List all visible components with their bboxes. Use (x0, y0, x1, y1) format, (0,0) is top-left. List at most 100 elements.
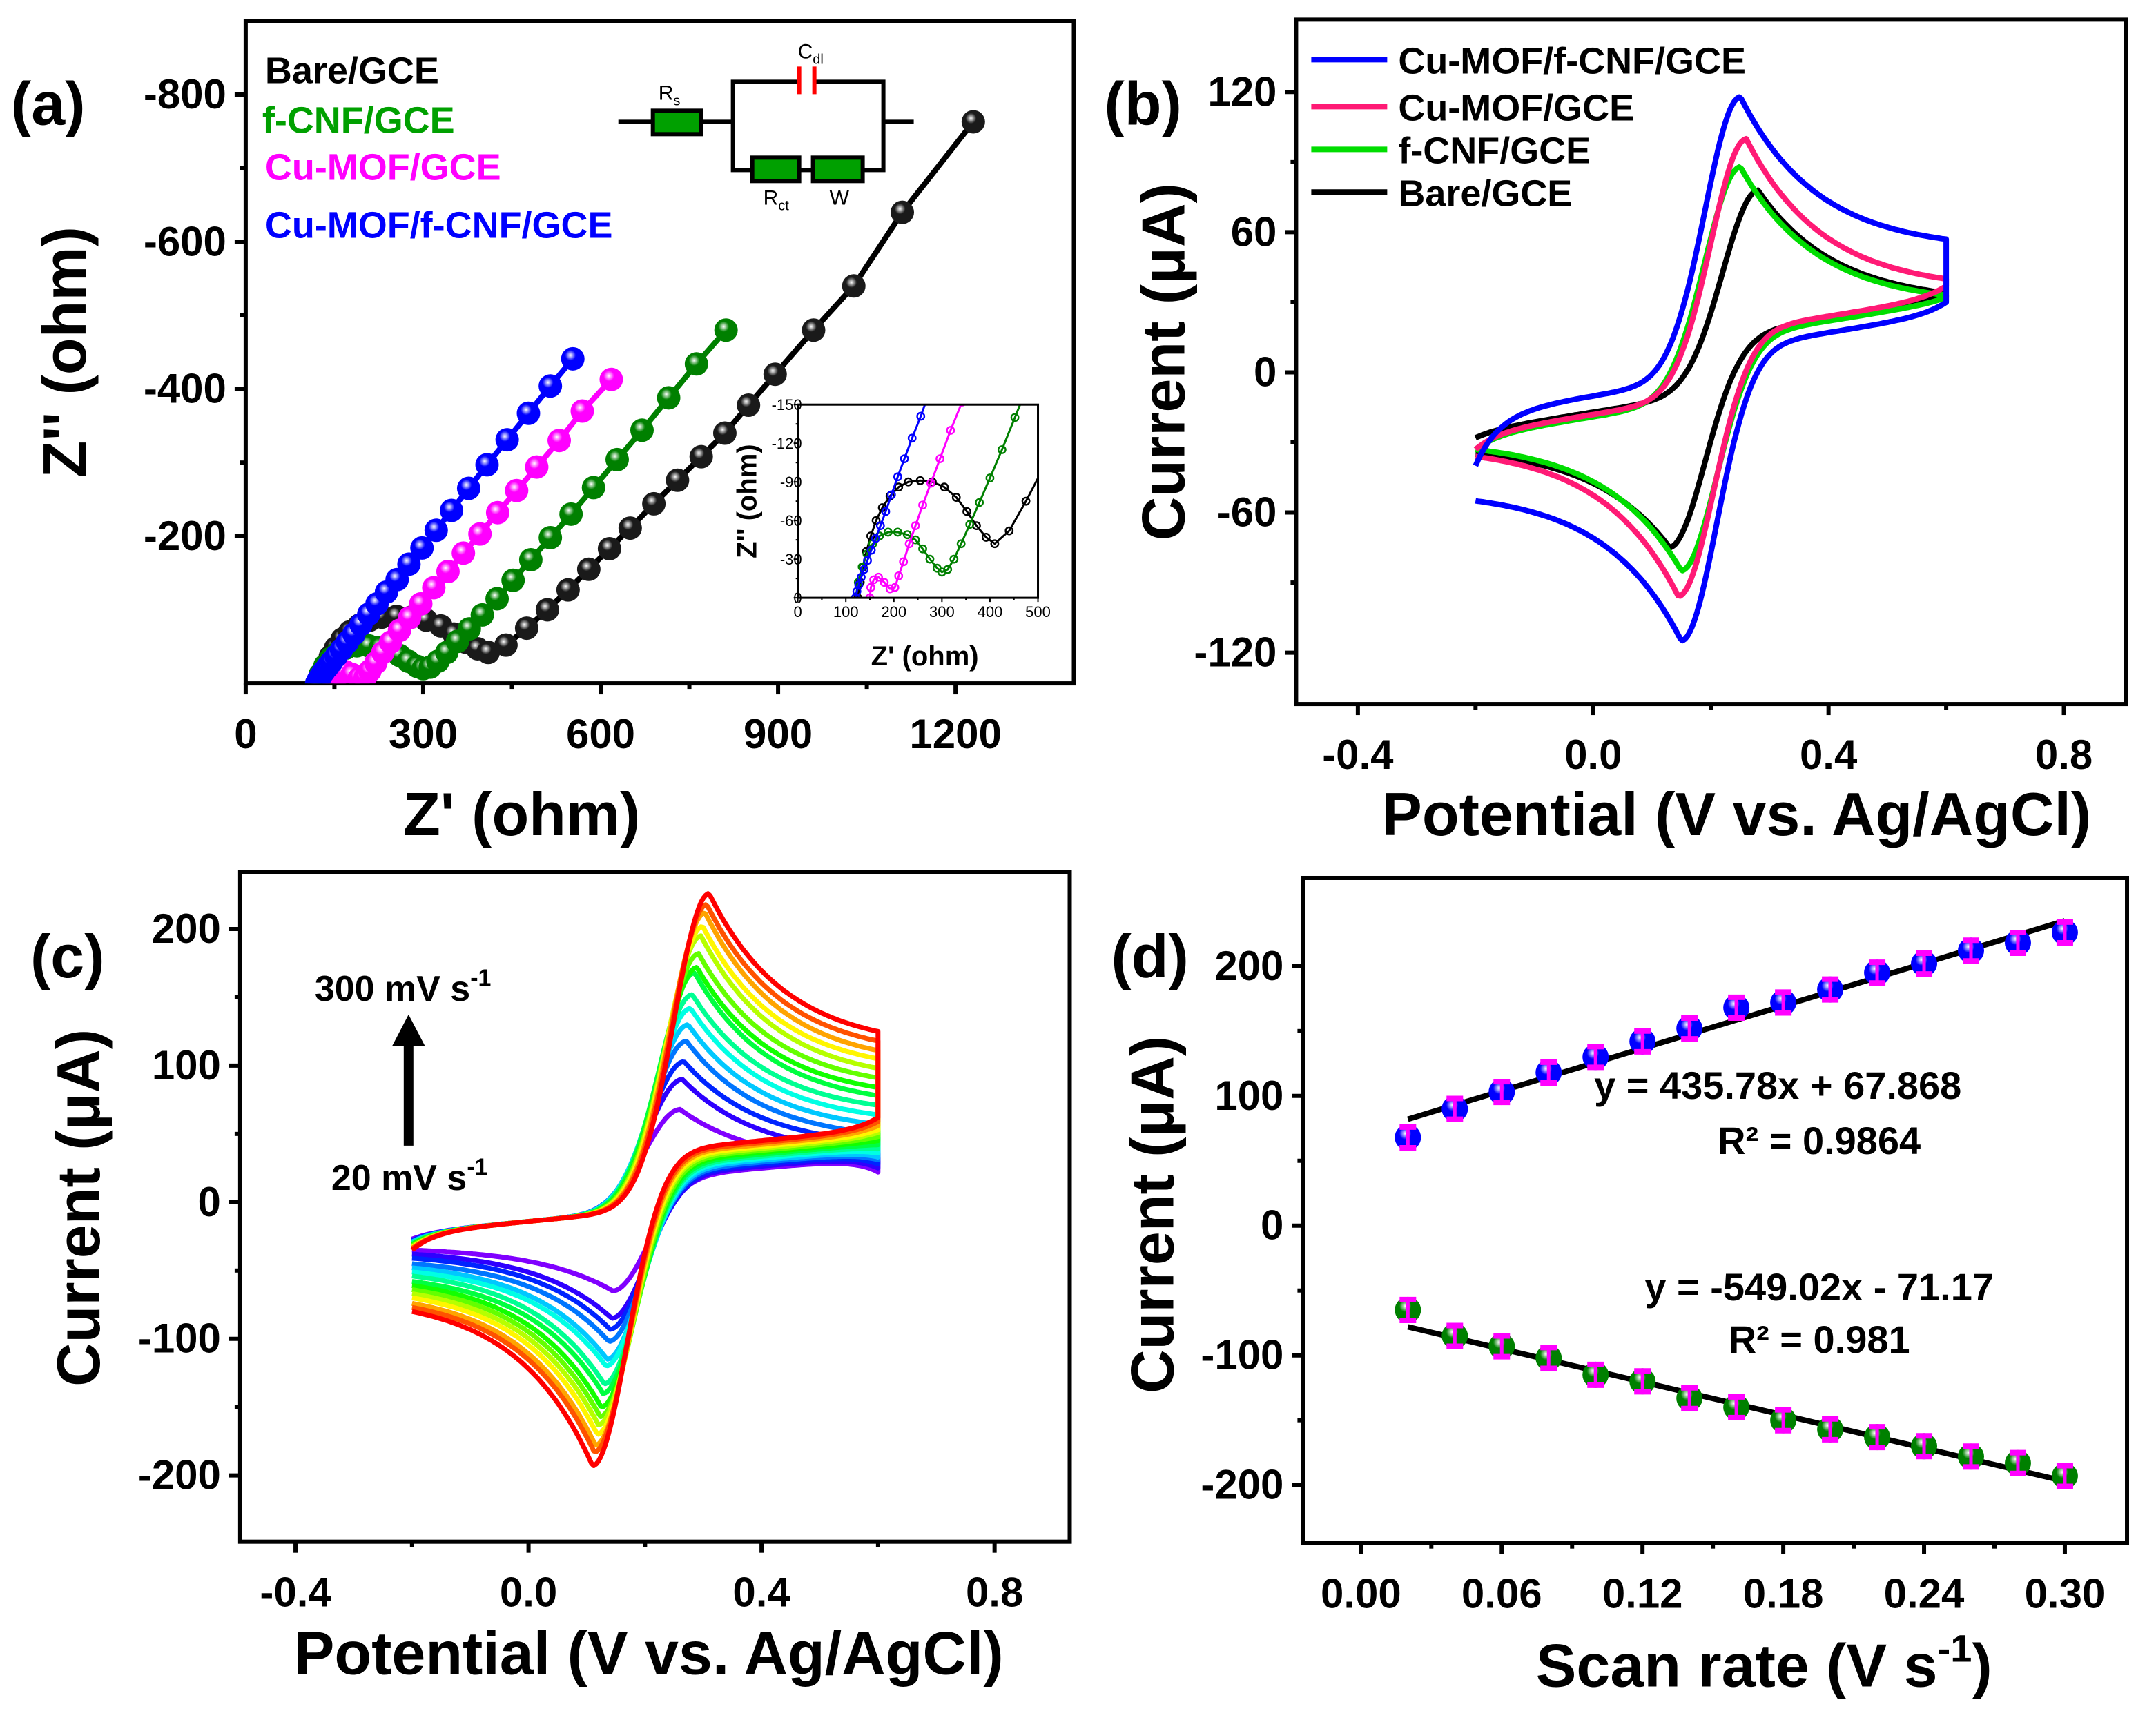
y-tick-label: 120 (1207, 68, 1276, 115)
annotation-sup: -1 (470, 965, 491, 991)
plot-frame (1301, 875, 2130, 1545)
cdl-sub: dl (813, 52, 824, 67)
data-point (866, 545, 876, 555)
data-point (871, 516, 881, 525)
data-point (935, 454, 944, 463)
data-point (525, 455, 549, 479)
x-axis-title: Z' (ohm) (403, 780, 640, 848)
panel-label-c: (c) (30, 922, 105, 990)
y-axis-title: Current (μA) (1129, 183, 1197, 540)
data-point (516, 401, 541, 425)
data-point (642, 491, 666, 516)
cv-curve-0 (1473, 94, 1950, 644)
inset-x-axis-title: Z' (ohm) (871, 641, 979, 672)
cathodic-series (1395, 1296, 2078, 1489)
legend-item-fcnf: f-CNF/GCE (262, 99, 455, 141)
cv-curve-300mv (410, 891, 881, 1469)
y-axis-title: Current (μA) (1118, 1036, 1186, 1394)
y-tick-label: -60 (780, 512, 802, 529)
series-line (857, 476, 1038, 598)
x-tick-label: 0 (234, 711, 257, 757)
data-point (561, 346, 585, 371)
arrow-up-icon (391, 1014, 425, 1046)
y-axis-title: Z'' (ohm) (30, 226, 99, 478)
data-point (666, 468, 690, 492)
data-point (842, 274, 866, 298)
data-point (468, 522, 492, 546)
y-tick-label: -200 (1201, 1462, 1283, 1508)
cdl-label: Cdl (798, 40, 824, 67)
data-point (874, 572, 883, 582)
data-point (925, 554, 935, 564)
data-point (863, 556, 872, 565)
data-point (470, 603, 494, 627)
annotation-text: 300 mV s (315, 969, 470, 1009)
data-point (866, 583, 875, 592)
x-axis-title: Potential (V vs. Ag/AgCl) (1381, 780, 2091, 848)
y-tick-label: -60 (1217, 489, 1277, 536)
y-axis-title: Current (μA) (44, 1029, 113, 1387)
y-tick-label: -100 (138, 1316, 221, 1362)
data-point (893, 472, 902, 482)
data-point (485, 587, 509, 611)
x-tick-label: 300 (929, 603, 955, 620)
series-line (868, 404, 962, 598)
cathodic-fit-r2: R² = 0.981 (1729, 1318, 1910, 1361)
data-point (965, 520, 975, 529)
warburg-element-icon (810, 155, 865, 184)
rct-sub: ct (778, 198, 789, 213)
circuit-wire (730, 79, 798, 173)
data-point (951, 493, 961, 502)
y-tick-label: 100 (152, 1042, 221, 1088)
y-tick-label: 0 (1254, 349, 1276, 395)
y-tick-label: 60 (1231, 208, 1277, 255)
x-tick-label: 0.0 (500, 1570, 557, 1616)
data-point (424, 518, 448, 543)
anodic-fit-r2: R² = 0.9864 (1718, 1119, 1921, 1162)
x-axis-title: Potential (V vs. Ag/AgCl) (294, 1619, 1004, 1688)
data-point (684, 352, 708, 376)
data-point (899, 557, 909, 567)
x-title-close: ) (1972, 1632, 1992, 1700)
rs-main: R (659, 81, 674, 104)
equivalent-circuit: Rs Cdl Rct W (618, 40, 914, 213)
data-point (436, 560, 460, 583)
data-point (854, 580, 864, 589)
inset-background (797, 404, 1038, 598)
data-point (885, 584, 895, 594)
legend-item-cumof-fcnf: Cu-MOF/f-CNF/GCE (265, 204, 613, 246)
data-point (501, 568, 525, 592)
data-point (657, 386, 681, 410)
data-point (890, 583, 900, 592)
y-tick-label: -30 (780, 551, 802, 568)
data-point (576, 557, 601, 581)
data-point (961, 110, 985, 134)
y-tick-label: 100 (1214, 1073, 1283, 1119)
data-point (981, 533, 991, 542)
annotation-sup: -1 (467, 1154, 487, 1180)
data-point (871, 534, 880, 543)
x-tick-label: 0.06 (1461, 1571, 1542, 1617)
x-axis-title: Scan rate (V s-1) (1536, 1627, 1992, 1700)
data-point (409, 592, 433, 616)
data-point (915, 476, 925, 485)
series-3 (304, 346, 585, 684)
data-point (918, 544, 927, 554)
data-point (857, 572, 866, 582)
circuit-wire (815, 79, 886, 173)
legend-item-cumof: Cu-MOF/GCE (265, 146, 501, 188)
y-tick-label: -200 (138, 1452, 221, 1498)
data-point (485, 500, 509, 525)
x-tick-label: 1200 (909, 711, 1001, 757)
inset-series-2 (865, 404, 966, 598)
y-tick-label: 200 (152, 906, 221, 952)
data-point (618, 516, 642, 540)
data-point (904, 477, 913, 487)
x-tick-label: 0.0 (1564, 732, 1622, 778)
panel-b-cv-electrodes: -0.4 0.0 0.4 0.8 -120 -60 0 60 120 Potential (V … (1129, 17, 2128, 848)
plot-area: -0.4 0.0 0.4 0.8 -200 -100 0 100 200 (138, 870, 1072, 1616)
data-point (535, 598, 559, 622)
data-point (904, 539, 914, 549)
series-line (854, 404, 926, 598)
data-point (893, 527, 902, 537)
